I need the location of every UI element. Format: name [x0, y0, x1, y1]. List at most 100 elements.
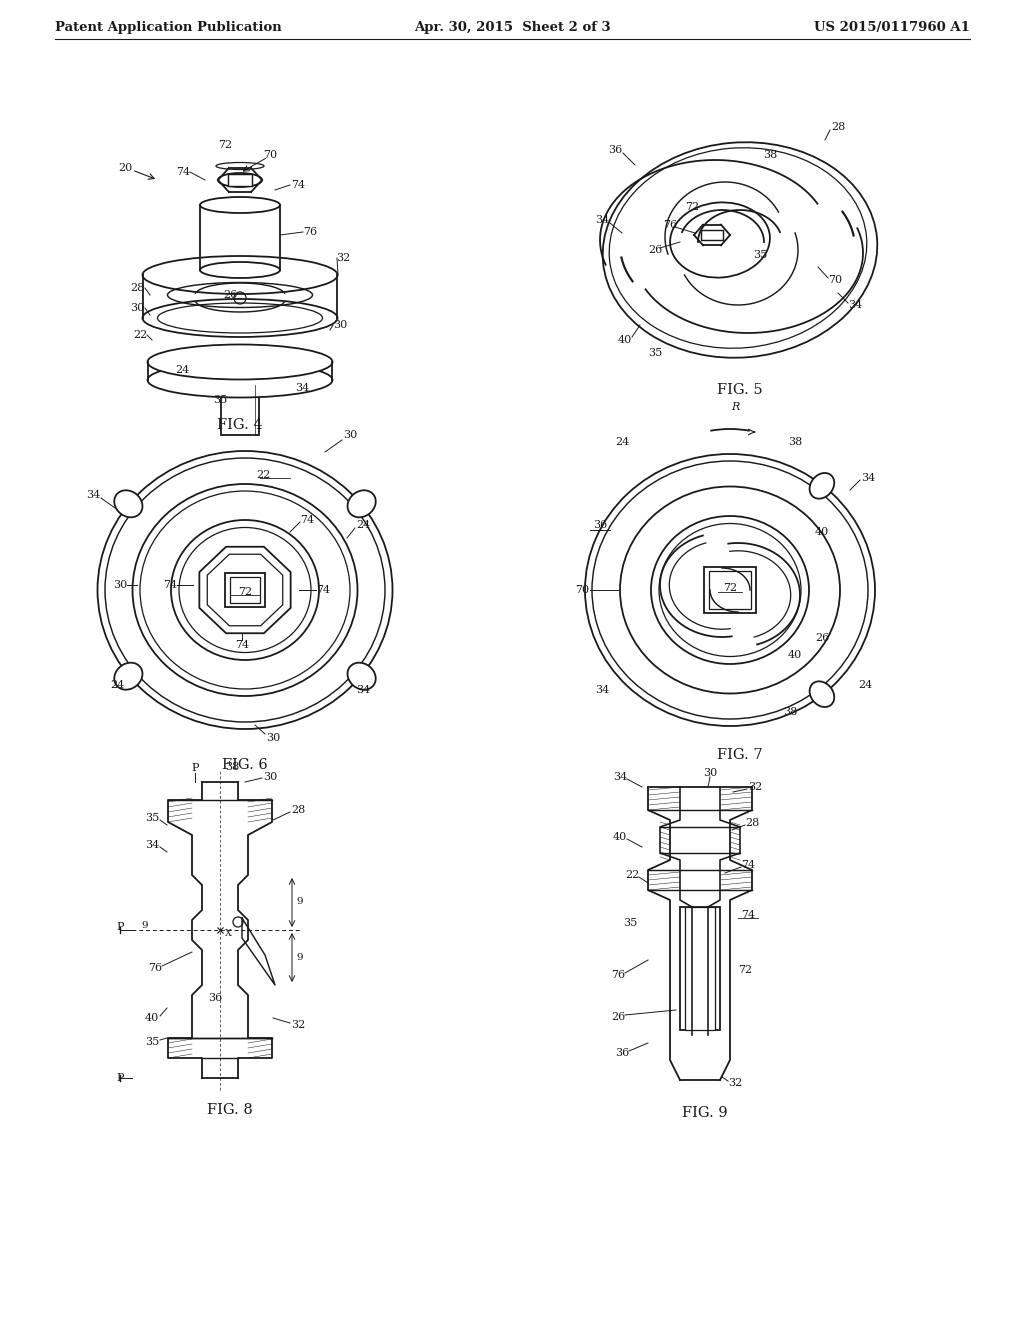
Text: 70: 70 — [263, 150, 278, 160]
Text: FIG. 9: FIG. 9 — [682, 1106, 728, 1119]
Text: 76: 76 — [147, 964, 162, 973]
Text: US 2015/0117960 A1: US 2015/0117960 A1 — [814, 21, 970, 33]
Text: FIG. 4: FIG. 4 — [217, 418, 263, 432]
Text: 38: 38 — [787, 437, 802, 447]
Text: 28: 28 — [291, 805, 305, 814]
Text: 34: 34 — [595, 215, 609, 224]
Text: 35: 35 — [144, 1038, 159, 1047]
Text: 9: 9 — [141, 920, 148, 929]
Text: 74: 74 — [234, 640, 249, 649]
Text: 72: 72 — [685, 202, 699, 213]
Text: 35: 35 — [213, 395, 227, 405]
Text: 74: 74 — [316, 585, 330, 595]
Ellipse shape — [810, 681, 835, 708]
Ellipse shape — [651, 516, 809, 664]
Text: 24: 24 — [356, 520, 370, 531]
Polygon shape — [207, 554, 283, 626]
Text: 24: 24 — [858, 680, 872, 690]
Text: 38: 38 — [763, 150, 777, 160]
Text: 24: 24 — [614, 437, 629, 447]
Polygon shape — [680, 907, 720, 1030]
Text: 35: 35 — [144, 813, 159, 822]
Text: P: P — [117, 921, 124, 932]
Text: 24: 24 — [175, 366, 189, 375]
Text: R: R — [731, 403, 739, 412]
Text: 26: 26 — [648, 246, 663, 255]
Text: 74: 74 — [300, 515, 314, 525]
Text: 40: 40 — [613, 832, 627, 842]
Text: 22: 22 — [256, 470, 270, 480]
Text: 76: 76 — [303, 227, 317, 238]
Ellipse shape — [603, 143, 878, 358]
Text: 32: 32 — [291, 1020, 305, 1030]
Text: P: P — [117, 1073, 124, 1082]
Ellipse shape — [171, 520, 319, 660]
Ellipse shape — [147, 345, 333, 380]
Text: 32: 32 — [336, 253, 350, 263]
Text: 35: 35 — [753, 249, 767, 260]
Polygon shape — [225, 573, 265, 607]
Polygon shape — [230, 577, 260, 603]
Text: FIG. 8: FIG. 8 — [207, 1104, 253, 1117]
Text: 30: 30 — [343, 430, 357, 440]
Text: 72: 72 — [723, 583, 737, 593]
Text: 38: 38 — [783, 708, 797, 717]
Ellipse shape — [97, 451, 392, 729]
Polygon shape — [228, 174, 252, 186]
Text: 30: 30 — [702, 768, 717, 777]
Text: 9: 9 — [297, 898, 303, 907]
Text: 30: 30 — [263, 772, 278, 781]
Text: 35: 35 — [623, 917, 637, 928]
Text: FIG. 5: FIG. 5 — [717, 383, 763, 397]
Polygon shape — [709, 572, 751, 609]
Text: 30: 30 — [113, 579, 127, 590]
Ellipse shape — [200, 261, 280, 279]
Text: FIG. 7: FIG. 7 — [717, 748, 763, 762]
Ellipse shape — [670, 202, 770, 277]
Text: 34: 34 — [613, 772, 627, 781]
Ellipse shape — [810, 473, 835, 499]
Text: 30: 30 — [130, 304, 144, 313]
Text: 74: 74 — [291, 180, 305, 190]
Ellipse shape — [585, 454, 874, 726]
Text: 72: 72 — [218, 140, 232, 150]
Text: 72: 72 — [238, 587, 252, 597]
Text: 32: 32 — [728, 1078, 742, 1088]
Text: 40: 40 — [617, 335, 632, 345]
Text: 36: 36 — [608, 145, 623, 154]
Text: 30: 30 — [333, 319, 347, 330]
Text: 74: 74 — [741, 909, 755, 920]
Text: P: P — [191, 763, 199, 774]
Text: 9: 9 — [297, 953, 303, 962]
Polygon shape — [200, 546, 291, 634]
Text: 40: 40 — [815, 527, 829, 537]
Ellipse shape — [115, 663, 142, 689]
Text: 74: 74 — [163, 579, 177, 590]
Text: 74: 74 — [741, 861, 755, 870]
Text: 36: 36 — [614, 1048, 629, 1059]
Text: Apr. 30, 2015  Sheet 2 of 3: Apr. 30, 2015 Sheet 2 of 3 — [414, 21, 610, 33]
Ellipse shape — [200, 197, 280, 213]
Polygon shape — [221, 385, 259, 436]
Ellipse shape — [115, 490, 142, 517]
Text: 34: 34 — [595, 685, 609, 696]
Text: Patent Application Publication: Patent Application Publication — [55, 21, 282, 33]
Text: 34: 34 — [861, 473, 876, 483]
Text: 70: 70 — [574, 585, 589, 595]
Text: 76: 76 — [611, 970, 625, 979]
Text: 72: 72 — [738, 965, 752, 975]
Text: 30: 30 — [266, 733, 281, 743]
Text: 35: 35 — [648, 348, 663, 358]
Text: 38: 38 — [225, 762, 240, 772]
Text: 34: 34 — [144, 840, 159, 850]
Text: 40: 40 — [787, 649, 802, 660]
Text: 28: 28 — [744, 818, 759, 828]
Polygon shape — [701, 230, 723, 240]
Text: 34: 34 — [86, 490, 100, 500]
Ellipse shape — [147, 363, 333, 397]
Text: 26: 26 — [223, 290, 238, 300]
Text: 76: 76 — [663, 220, 677, 230]
Text: 34: 34 — [356, 685, 370, 696]
Text: 20: 20 — [118, 162, 132, 173]
Text: FIG. 6: FIG. 6 — [222, 758, 268, 772]
